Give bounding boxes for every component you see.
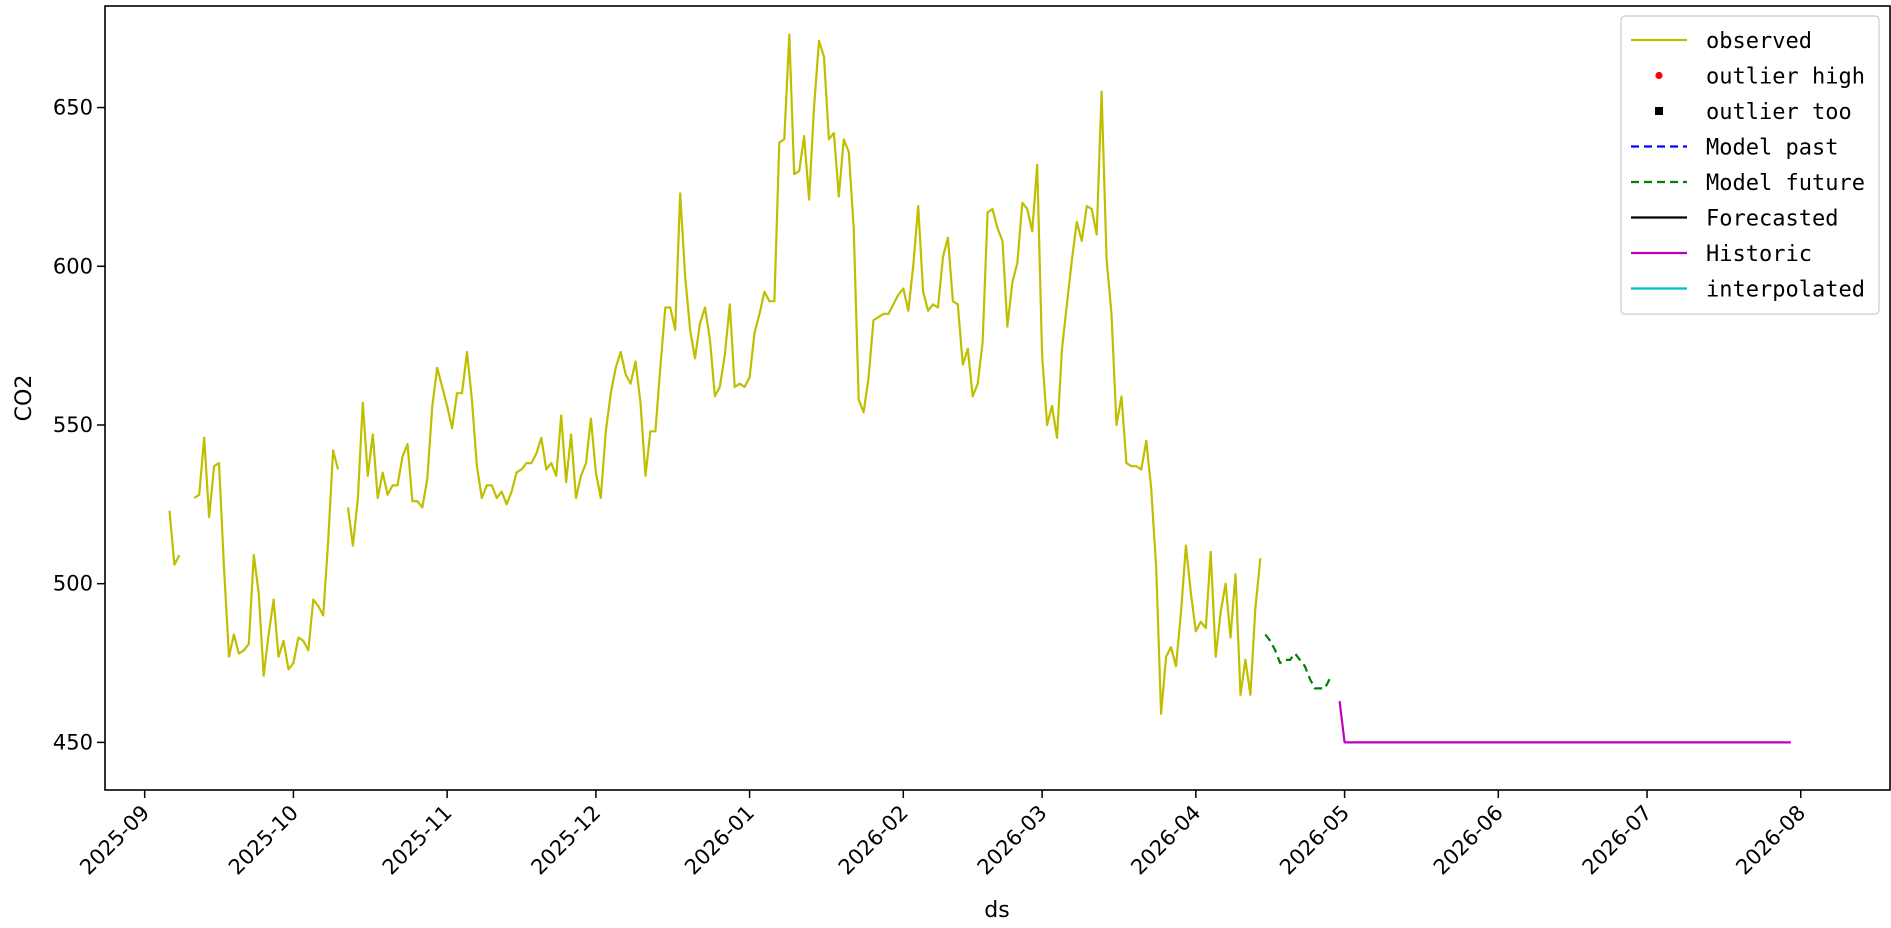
- x-tick-label: 2025-09: [75, 801, 154, 880]
- legend: observed outlier high outlier too Model pas…: [1620, 15, 1880, 315]
- legend-swatch-outlier-too: [1655, 107, 1663, 115]
- legend-label-outlier-high: outlier high: [1706, 65, 1865, 90]
- legend-swatch-outlier-high: [1655, 71, 1663, 80]
- x-tick-label: 2025-12: [526, 801, 605, 880]
- x-tick-label: 2026-01: [680, 801, 759, 880]
- x-tick-label: 2026-07: [1578, 801, 1657, 880]
- observed-line-segment: [193, 436, 340, 677]
- observed-line-segment: [168, 510, 181, 566]
- legend-label-forecasted: Forecasted: [1706, 207, 1838, 232]
- y-axis: 450 500 550 600 650: [53, 96, 105, 754]
- x-tick-label: 2025-10: [224, 801, 303, 880]
- plot-area: [105, 6, 1890, 790]
- legend-label-historic: Historic: [1706, 242, 1812, 267]
- legend-label-outlier-too: outlier too: [1706, 100, 1852, 125]
- model-future-line-segment: [1264, 633, 1331, 690]
- y-tick-label: 500: [53, 572, 93, 596]
- x-axis: 2025-09 2025-10 2025-11 2025-12 2026-01 2026-…: [75, 790, 1810, 880]
- legend-label-model-past: Model past: [1706, 136, 1838, 161]
- x-tick-label: 2026-02: [834, 801, 913, 880]
- y-tick-label: 600: [53, 254, 93, 278]
- x-tick-label: 2026-04: [1126, 801, 1205, 880]
- x-tick-label: 2026-06: [1429, 801, 1508, 880]
- series-layer: [168, 33, 1791, 744]
- x-tick-label: 2025-11: [378, 801, 457, 880]
- x-tick-label: 2026-08: [1731, 801, 1810, 880]
- legend-label-interpolated: interpolated: [1706, 278, 1865, 303]
- legend-box: [1620, 15, 1880, 315]
- historic-line-segment: [1338, 700, 1791, 744]
- observed-line-segment: [346, 33, 1262, 715]
- legend-label-observed: observed: [1706, 29, 1812, 54]
- x-tick-label: 2026-05: [1275, 801, 1354, 880]
- y-tick-label: 650: [53, 96, 93, 120]
- legend-label-model-future: Model future: [1706, 171, 1865, 196]
- x-tick-label: 2026-03: [973, 801, 1052, 880]
- y-tick-label: 450: [53, 730, 93, 754]
- plot-frame: [104, 5, 1891, 791]
- y-tick-label: 550: [53, 413, 93, 437]
- x-axis-label: ds: [984, 898, 1009, 923]
- y-axis-label: CO2: [12, 375, 37, 422]
